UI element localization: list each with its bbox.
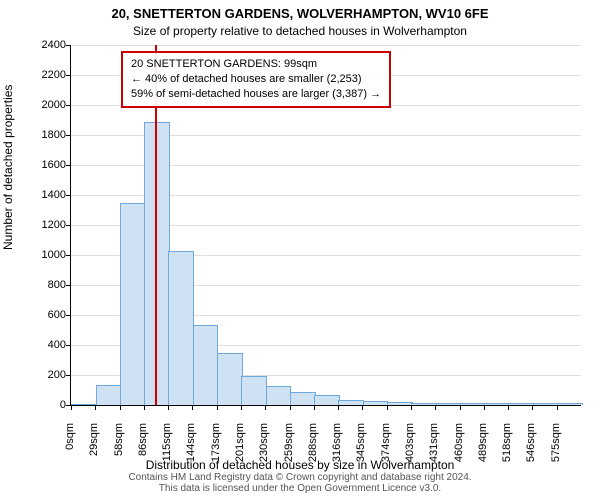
chart-container: { "chart": { "type": "histogram", "title… bbox=[0, 0, 600, 500]
histogram-bar bbox=[557, 403, 583, 405]
x-tick-mark bbox=[144, 405, 145, 410]
x-tick-mark bbox=[411, 405, 412, 410]
anno-line-1: 20 SNETTERTON GARDENS: 99sqm bbox=[131, 57, 381, 72]
y-tick-mark bbox=[66, 195, 71, 196]
credit-text: Contains HM Land Registry data © Crown c… bbox=[0, 472, 600, 494]
histogram-bar bbox=[363, 401, 389, 405]
histogram-bar bbox=[290, 392, 316, 405]
y-tick-label: 0 bbox=[26, 399, 66, 411]
x-tick-mark bbox=[460, 405, 461, 410]
y-tick-label: 2400 bbox=[26, 39, 66, 51]
y-tick-mark bbox=[66, 105, 71, 106]
x-tick-mark bbox=[362, 405, 363, 410]
histogram-bar bbox=[387, 402, 413, 405]
anno-line-2: ← 40% of detached houses are smaller (2,… bbox=[131, 72, 381, 87]
y-tick-mark bbox=[66, 165, 71, 166]
y-tick-label: 1200 bbox=[26, 219, 66, 231]
histogram-bar bbox=[168, 251, 194, 405]
anno-line-3: 59% of semi-detached houses are larger (… bbox=[131, 87, 381, 102]
histogram-bar bbox=[338, 400, 364, 406]
histogram-bar bbox=[241, 376, 267, 406]
x-tick-mark bbox=[484, 405, 485, 410]
y-tick-label: 200 bbox=[26, 369, 66, 381]
histogram-bar bbox=[484, 403, 510, 405]
histogram-bar bbox=[144, 122, 170, 405]
x-tick-mark bbox=[508, 405, 509, 410]
x-tick-mark bbox=[290, 405, 291, 410]
plot-area: 20 SNETTERTON GARDENS: 99sqm← 40% of det… bbox=[70, 45, 581, 406]
histogram-bar bbox=[460, 403, 486, 406]
y-tick-label: 2000 bbox=[26, 99, 66, 111]
y-tick-label: 400 bbox=[26, 339, 66, 351]
x-tick-mark bbox=[168, 405, 169, 410]
x-tick-mark bbox=[387, 405, 388, 410]
x-tick-mark bbox=[95, 405, 96, 410]
y-axis-label: Number of detached properties bbox=[1, 85, 15, 250]
x-tick-mark bbox=[338, 405, 339, 410]
x-tick-mark bbox=[532, 405, 533, 410]
y-tick-mark bbox=[66, 375, 71, 376]
histogram-bar bbox=[436, 403, 462, 406]
x-tick-mark bbox=[71, 405, 72, 410]
histogram-bar bbox=[193, 325, 219, 406]
y-tick-label: 600 bbox=[26, 309, 66, 321]
x-tick-mark bbox=[557, 405, 558, 410]
y-tick-label: 800 bbox=[26, 279, 66, 291]
y-tick-label: 2200 bbox=[26, 69, 66, 81]
chart-title: 20, SNETTERTON GARDENS, WOLVERHAMPTON, W… bbox=[0, 6, 600, 21]
histogram-bar bbox=[217, 353, 243, 405]
histogram-bar bbox=[508, 403, 534, 405]
y-tick-mark bbox=[66, 285, 71, 286]
y-tick-mark bbox=[66, 75, 71, 76]
y-tick-label: 1400 bbox=[26, 189, 66, 201]
y-tick-mark bbox=[66, 255, 71, 256]
annotation-box: 20 SNETTERTON GARDENS: 99sqm← 40% of det… bbox=[121, 51, 391, 108]
histogram-bar bbox=[411, 403, 437, 406]
gridline bbox=[71, 45, 581, 46]
x-tick-mark bbox=[120, 405, 121, 410]
x-tick-mark bbox=[265, 405, 266, 410]
y-tick-mark bbox=[66, 225, 71, 226]
histogram-bar bbox=[120, 203, 146, 405]
y-tick-mark bbox=[66, 135, 71, 136]
x-tick-mark bbox=[241, 405, 242, 410]
x-tick-mark bbox=[217, 405, 218, 410]
chart-subtitle: Size of property relative to detached ho… bbox=[0, 24, 600, 38]
histogram-bar bbox=[314, 395, 340, 405]
histogram-bar bbox=[96, 385, 122, 406]
histogram-bar bbox=[266, 386, 292, 405]
y-tick-mark bbox=[66, 315, 71, 316]
y-tick-label: 1000 bbox=[26, 249, 66, 261]
x-tick-mark bbox=[435, 405, 436, 410]
histogram-bar bbox=[71, 404, 97, 405]
y-tick-label: 1600 bbox=[26, 159, 66, 171]
y-tick-label: 1800 bbox=[26, 129, 66, 141]
histogram-bar bbox=[533, 403, 559, 405]
x-tick-mark bbox=[314, 405, 315, 410]
y-tick-mark bbox=[66, 345, 71, 346]
y-tick-mark bbox=[66, 45, 71, 46]
x-tick-mark bbox=[192, 405, 193, 410]
x-axis-label: Distribution of detached houses by size … bbox=[0, 458, 600, 472]
